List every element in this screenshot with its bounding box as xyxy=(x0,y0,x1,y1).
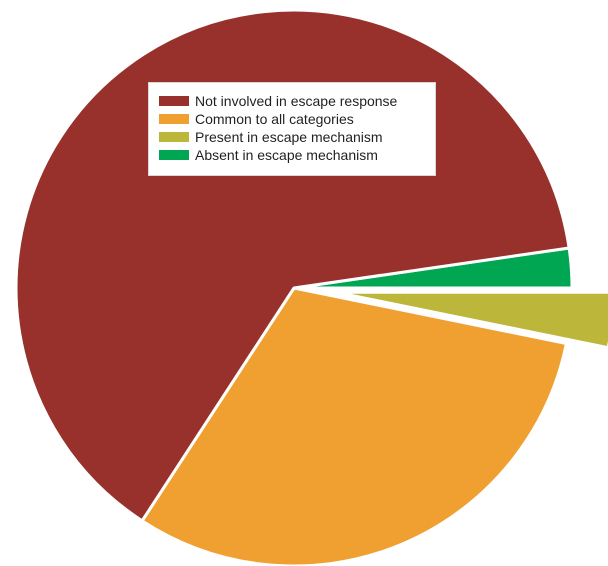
legend-item-absent: Absent in escape mechanism xyxy=(159,147,435,163)
pie-slice-present xyxy=(334,290,608,350)
chart-legend: Not involved in escape response Common t… xyxy=(148,82,436,176)
legend-label-not-involved: Not involved in escape response xyxy=(195,93,398,109)
legend-label-common: Common to all categories xyxy=(195,111,354,127)
legend-item-present: Present in escape mechanism xyxy=(159,129,435,145)
legend-swatch-not-involved xyxy=(159,96,189,106)
legend-swatch-absent xyxy=(159,150,189,160)
legend-label-present: Present in escape mechanism xyxy=(195,129,383,145)
legend-item-not-involved: Not involved in escape response xyxy=(159,93,435,109)
legend-swatch-common xyxy=(159,114,189,124)
legend-label-absent: Absent in escape mechanism xyxy=(195,147,378,163)
legend-item-common: Common to all categories xyxy=(159,111,435,127)
pie-slice-common xyxy=(140,286,568,566)
legend-swatch-present xyxy=(159,132,189,142)
